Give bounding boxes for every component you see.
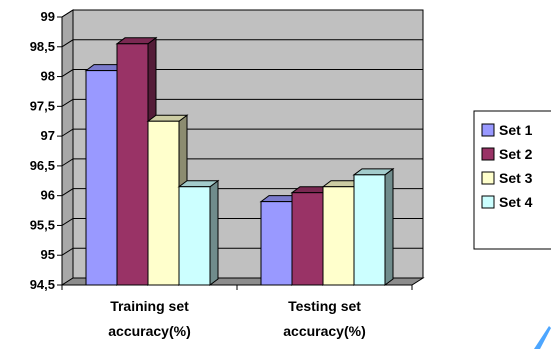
legend-swatch	[481, 147, 495, 161]
bar-training-set-2	[115, 36, 158, 286]
y-tick-label: 96,5	[30, 158, 55, 173]
x-axis-labels: Training set accuracy(%) Testing set accura…	[108, 298, 366, 339]
legend-swatch	[481, 195, 495, 209]
legend-label: Set 2	[499, 146, 533, 162]
y-tick-label: 95,5	[30, 217, 55, 232]
legend-item: Set 4	[481, 194, 533, 210]
y-tick-label: 96	[41, 188, 55, 203]
legend: Set 1 Set 2 Set 3 Set 4	[473, 110, 551, 250]
bar-testing-set-4	[352, 167, 395, 286]
y-tick-label: 98	[41, 69, 55, 84]
side-wall	[61, 9, 74, 286]
y-tick-label: 99	[41, 9, 55, 24]
legend-item: Set 3	[481, 170, 533, 186]
bar-training-set-3	[146, 114, 189, 286]
corner-mark	[534, 326, 551, 349]
gridline	[61, 98, 423, 107]
legend-swatch	[481, 123, 495, 137]
legend-label: Set 4	[499, 194, 533, 210]
y-tick-label: 94,5	[30, 277, 55, 292]
legend-swatch	[481, 171, 495, 185]
bar-training-set-4	[177, 179, 220, 286]
legend-label: Set 1	[499, 122, 533, 138]
legend-item: Set 2	[481, 146, 533, 162]
y-tick-label: 97	[41, 128, 55, 143]
y-tick-label: 95	[41, 247, 55, 262]
legend-item: Set 1	[481, 122, 533, 138]
x-category-label: accuracy(%)	[283, 323, 366, 339]
bars	[84, 36, 395, 286]
y-tick-label: 97,5	[30, 98, 55, 113]
gridline	[61, 158, 423, 167]
x-category-label: Testing set	[288, 298, 361, 314]
legend-label: Set 3	[499, 170, 533, 186]
gridline	[61, 9, 423, 18]
x-category-label: Training set	[110, 298, 189, 314]
x-category-label: accuracy(%)	[108, 323, 191, 339]
gridline	[61, 69, 423, 77]
gridline	[61, 39, 423, 48]
y-axis-ticks: 94,5 95 95,5 96 96,5 97 97,5 98 98,5 99	[30, 9, 62, 292]
gridline	[61, 128, 423, 137]
y-tick-label: 98,5	[30, 39, 55, 54]
